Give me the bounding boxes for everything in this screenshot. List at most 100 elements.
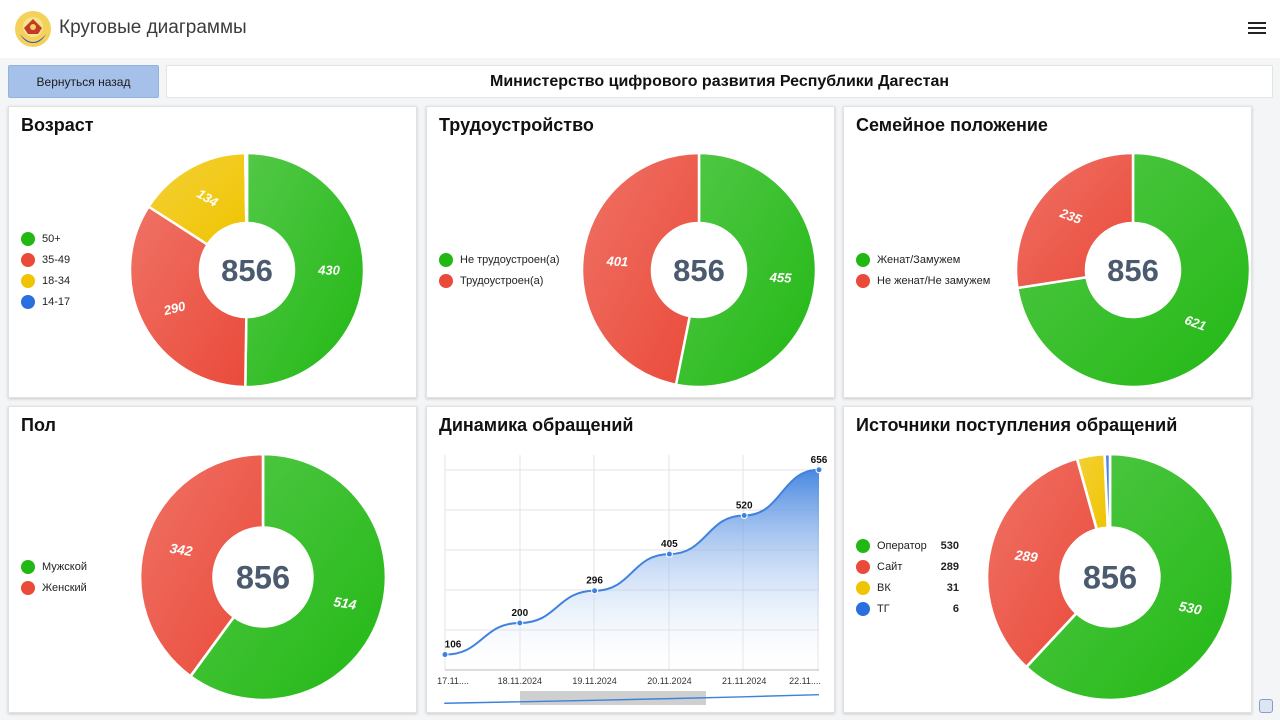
x-tick-label: 18.11.2024 xyxy=(498,676,542,686)
legend-label: 35-49 xyxy=(42,253,71,266)
legend: Оператор 530 Сайт 289 ВК 31 ТГ 6 xyxy=(856,535,959,619)
legend-value: 530 xyxy=(940,539,959,552)
dynamics-area-chart[interactable]: 106 200 296 405 520 656 17.11.... 18.11.2024 19.… xyxy=(427,407,836,714)
slice-label: 530 xyxy=(1178,599,1204,618)
donut-total: 856 xyxy=(673,253,725,288)
employment-card: Трудоустройство Не трудоустроен(а) Трудо… xyxy=(426,106,835,398)
legend: Женат/Замужем Не женат/Не замужем xyxy=(856,249,990,291)
area-fill xyxy=(445,469,819,670)
top-bar: Круговые диаграммы xyxy=(0,0,1280,58)
card-title: Семейное положение xyxy=(856,115,1048,135)
hamburger-menu-icon[interactable] xyxy=(1248,22,1266,38)
legend-item[interactable]: Женский xyxy=(21,577,87,598)
pie-slice[interactable] xyxy=(139,453,265,679)
legend-label: Мужской xyxy=(42,560,87,573)
legend-label: Не женат/Не замужем xyxy=(877,274,991,287)
donut-total: 856 xyxy=(1107,253,1159,288)
x-tick-label: 22.11.... xyxy=(789,676,821,686)
x-tick-label: 21.11.2024 xyxy=(722,676,766,686)
employment-donut-chart[interactable]: 455 401 856 xyxy=(581,152,817,388)
legend-label: Оператор xyxy=(877,539,927,552)
legend-dot xyxy=(21,580,35,595)
sources-donut-chart[interactable]: 530 289 856 xyxy=(986,453,1234,701)
slice-label: 290 xyxy=(161,298,187,318)
legend-label: Женский xyxy=(42,581,87,594)
slice-label: 514 xyxy=(333,594,358,612)
data-point[interactable] xyxy=(740,511,748,519)
slice-label: 430 xyxy=(317,263,341,278)
range-navigator-line xyxy=(444,693,820,705)
legend-item[interactable]: 14-17 xyxy=(21,291,70,312)
gender-card: Пол Мужской Женский 514 342 856 xyxy=(8,406,417,713)
pie-slice[interactable] xyxy=(1024,453,1234,701)
legend-item[interactable]: Женат/Замужем xyxy=(856,249,990,270)
legend-item[interactable]: 18-34 xyxy=(21,270,70,291)
data-point[interactable] xyxy=(441,651,449,659)
pie-slice[interactable] xyxy=(1015,152,1135,290)
card-title: Источники поступления обращений xyxy=(856,415,1178,435)
legend-label: 14-17 xyxy=(42,295,71,308)
legend-item[interactable]: Мужской xyxy=(21,556,87,577)
pie-slice[interactable] xyxy=(188,453,387,701)
legend-dot xyxy=(856,538,870,553)
data-label: 405 xyxy=(661,539,678,550)
pie-slice[interactable] xyxy=(244,152,249,225)
dynamics-card: Динамика обращений 106 200 296 405 520 656 17.… xyxy=(426,406,835,713)
donut-total: 856 xyxy=(1083,560,1137,596)
legend-dot xyxy=(856,273,870,288)
legend-item[interactable]: Оператор 530 xyxy=(856,535,959,556)
donut-total: 856 xyxy=(236,560,290,596)
legend-dot xyxy=(856,580,870,595)
legend-dot xyxy=(21,559,35,574)
data-label: 200 xyxy=(511,608,528,619)
x-tick-label: 19.11.2024 xyxy=(572,676,616,686)
data-point[interactable] xyxy=(815,466,823,474)
legend-dot xyxy=(856,252,870,267)
legend-item[interactable]: Сайт 289 xyxy=(856,556,959,577)
data-label: 656 xyxy=(811,455,828,466)
legend-value: 6 xyxy=(952,602,959,615)
legend-item[interactable]: Не женат/Не замужем xyxy=(856,270,990,291)
card-title: Трудоустройство xyxy=(439,115,594,135)
back-button[interactable]: Вернуться назад xyxy=(8,65,159,98)
pie-slice[interactable] xyxy=(129,204,248,388)
pie-slice[interactable] xyxy=(581,152,701,387)
legend-item[interactable]: ТГ 6 xyxy=(856,598,959,619)
x-tick-label: 17.11.... xyxy=(437,676,469,686)
slice-label: 621 xyxy=(1183,312,1209,334)
pie-slice[interactable] xyxy=(674,152,817,388)
card-title: Динамика обращений xyxy=(439,415,634,435)
pie-slice[interactable] xyxy=(244,152,365,388)
legend-label: Трудоустроен(а) xyxy=(460,274,544,287)
pie-slice[interactable] xyxy=(1015,152,1251,388)
legend-item[interactable]: ВК 31 xyxy=(856,577,959,598)
legend-item[interactable]: Трудоустроен(а) xyxy=(439,270,559,291)
pie-slice[interactable] xyxy=(986,456,1099,669)
legend-item[interactable]: 35-49 xyxy=(21,249,70,270)
legend-label: Женат/Замужем xyxy=(877,253,961,266)
series-line xyxy=(444,468,820,656)
legend-dot xyxy=(21,231,35,246)
assistant-icon[interactable] xyxy=(1259,699,1273,713)
x-tick-label: 20.11.2024 xyxy=(647,676,691,686)
data-point[interactable] xyxy=(665,550,673,558)
gender-donut-chart[interactable]: 514 342 856 xyxy=(139,453,387,701)
legend-dot xyxy=(21,294,35,309)
card-title: Возраст xyxy=(21,115,94,135)
data-label: 296 xyxy=(586,576,603,587)
age-card: Возраст 50+ 35-49 18-34 14-17 430 290 134 8… xyxy=(8,106,417,398)
data-point[interactable] xyxy=(591,587,599,595)
slice-label: 401 xyxy=(605,253,628,269)
legend-item[interactable]: Не трудоустроен(а) xyxy=(439,249,559,270)
app-title: Круговые диаграммы xyxy=(59,17,247,38)
pie-slice[interactable] xyxy=(1103,453,1112,530)
legend-item[interactable]: 50+ xyxy=(21,228,70,249)
slice-label: 455 xyxy=(768,270,792,286)
legend-dot xyxy=(439,273,453,288)
legend-dot xyxy=(856,559,870,574)
legend-value: 289 xyxy=(940,560,959,573)
legend-dot xyxy=(21,252,35,267)
data-point[interactable] xyxy=(516,619,524,627)
